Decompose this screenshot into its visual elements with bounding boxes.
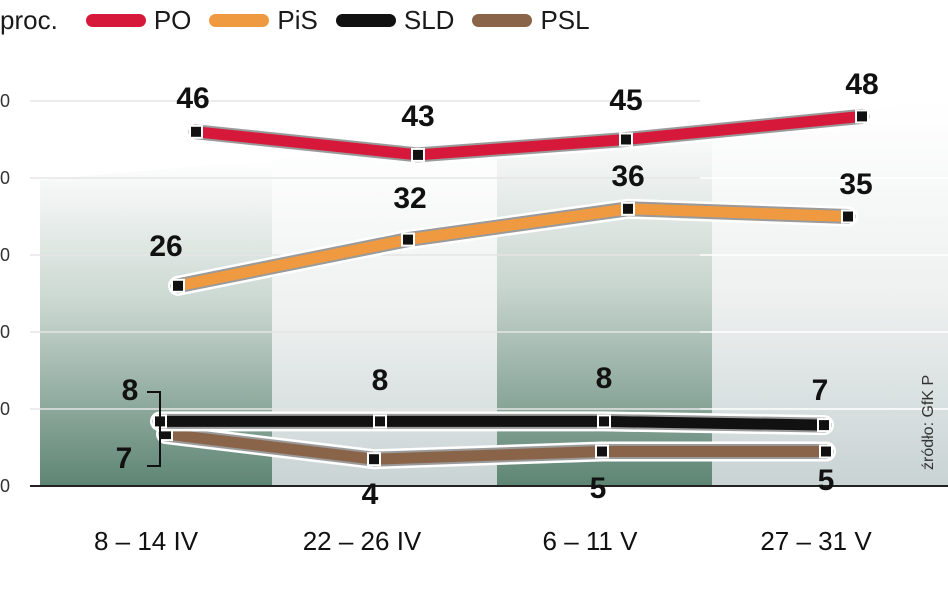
legend-item-po: PO [85, 4, 192, 36]
data-label-pis: 36 [611, 160, 644, 193]
y-tick-label: 0 [0, 322, 10, 342]
point-marker [843, 211, 853, 222]
background-band [40, 159, 272, 486]
point-marker [857, 111, 867, 122]
legend-swatch-sld [335, 13, 396, 27]
x-axis-labels: 8 – 14 IV 22 – 26 IV 6 – 11 V 27 – 31 V [94, 526, 872, 556]
data-label-psl: 7 [116, 442, 133, 475]
data-label-sld: 7 [812, 374, 829, 407]
point-marker [597, 446, 607, 457]
series-line-po [190, 110, 868, 161]
legend-swatch-psl [472, 13, 533, 27]
legend: proc. PO PiS SLD PSL [0, 2, 608, 38]
x-tick-label: 8 – 14 IV [94, 526, 199, 556]
x-tick-label: 6 – 11 V [543, 526, 639, 556]
legend-label-pis: PiS [277, 4, 318, 35]
data-label-po: 46 [176, 82, 209, 115]
series-lines [150, 106, 872, 470]
legend-item-psl: PSL [472, 4, 590, 36]
point-marker [413, 149, 423, 160]
background-band [272, 139, 497, 486]
data-label-pis: 26 [149, 230, 182, 263]
data-label-pis: 35 [839, 168, 872, 201]
point-marker [173, 280, 183, 291]
data-label-sld: 8 [122, 374, 139, 407]
point-marker [161, 429, 171, 440]
legend-label-sld: SLD [403, 4, 455, 35]
x-tick-label: 27 – 31 V [760, 526, 872, 556]
data-label-psl: 4 [362, 478, 379, 511]
series-line-pis [172, 203, 854, 292]
point-marker [821, 446, 831, 457]
y-axis-ticks: 0 0 0 0 0 0 [0, 91, 10, 496]
legend-label-psl: PSL [540, 4, 590, 35]
data-label-po: 45 [609, 84, 642, 117]
data-label-po: 48 [845, 68, 878, 101]
unit-label: proc. [0, 4, 58, 35]
point-marker [375, 416, 385, 427]
y-tick-label: 0 [0, 91, 10, 111]
data-label-psl: 5 [590, 472, 607, 505]
data-label-pis: 32 [393, 182, 426, 215]
grid-lines [30, 100, 948, 487]
data-label-psl: 5 [818, 464, 835, 497]
series-line-sld [154, 415, 830, 431]
point-marker [599, 416, 609, 427]
y-tick-label: 0 [0, 476, 10, 496]
legend-item-pis: PiS [209, 4, 318, 36]
legend-item-sld: SLD [335, 4, 455, 36]
y-tick-label: 0 [0, 168, 10, 188]
y-tick-label: 0 [0, 399, 10, 419]
legend-swatch-pis [209, 13, 270, 27]
x-tick-label: 22 – 26 IV [303, 526, 422, 556]
data-label-sld: 8 [596, 362, 613, 395]
data-label-po: 43 [401, 100, 434, 133]
point-marker [369, 454, 379, 465]
legend-label-po: PO [153, 4, 192, 35]
point-marker [621, 134, 631, 145]
y-tick-label: 0 [0, 245, 10, 265]
point-marker [623, 203, 633, 214]
point-marker [819, 420, 829, 431]
point-marker [403, 234, 413, 245]
legend-swatch-po [85, 13, 146, 27]
label-bracket [147, 391, 161, 467]
background-band [712, 100, 948, 486]
source-note: źródło: GfK P [920, 374, 937, 470]
data-label-sld: 8 [372, 364, 389, 397]
point-marker [191, 126, 201, 137]
series-line-psl [160, 428, 832, 465]
